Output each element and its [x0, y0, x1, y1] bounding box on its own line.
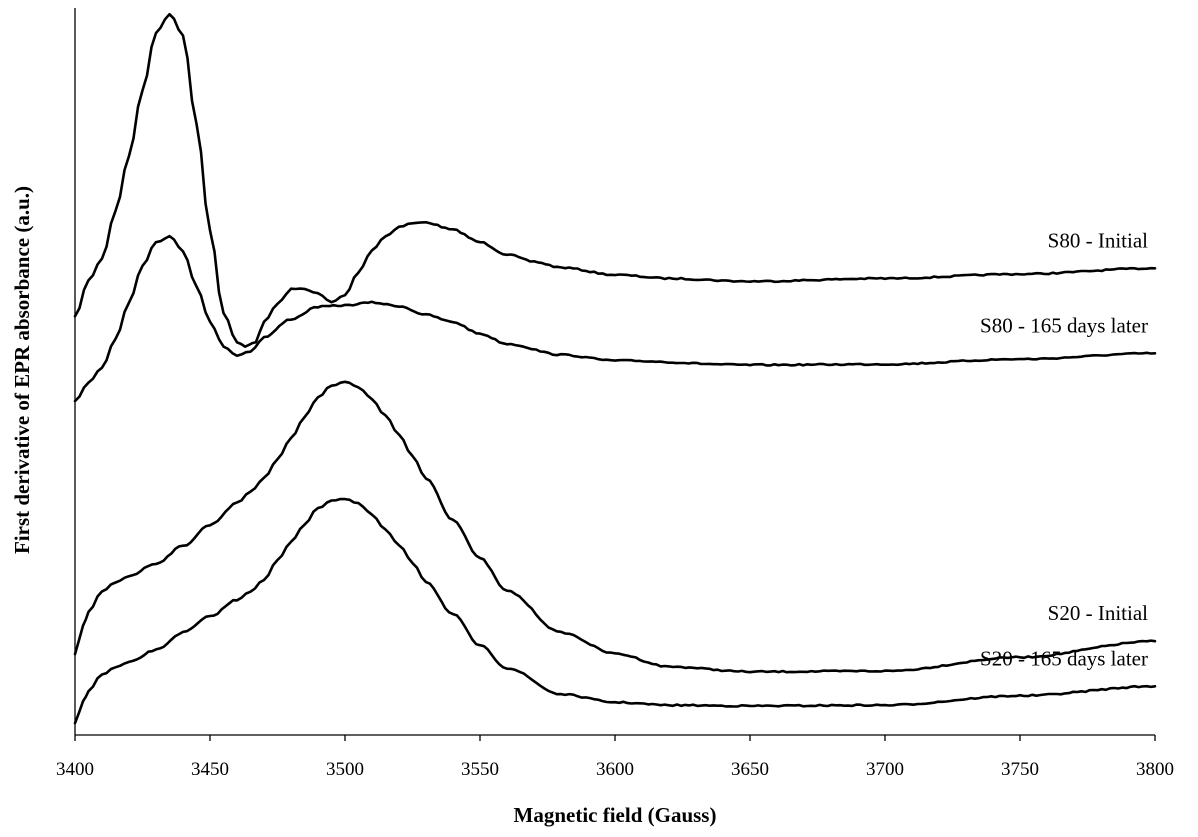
y-axis-title: First derivative of EPR absorbance (a.u.…	[10, 186, 34, 554]
x-tick-label: 3550	[461, 759, 499, 780]
series-label-3: S20 - Initial	[1048, 601, 1148, 625]
plot-lines	[73, 12, 1157, 725]
series-line-4	[73, 497, 1157, 725]
x-tick-label: 3400	[56, 759, 94, 780]
x-tick-label: 3700	[866, 759, 904, 780]
x-axis-title: Magnetic field (Gauss)	[514, 803, 717, 827]
series-labels: S80 - Initial S80 - 165 days later S20 - I…	[980, 228, 1148, 670]
series-line-2	[73, 234, 1157, 403]
x-tick-label: 3650	[731, 759, 769, 780]
x-axis-ticks: 3400 3450 3500 3550 3600 3650 3700 3750 3800	[56, 735, 1174, 780]
series-label-4: S20 - 165 days later	[980, 646, 1148, 670]
series-label-2: S80 - 165 days later	[980, 313, 1148, 337]
x-tick-label: 3600	[596, 759, 634, 780]
x-tick-label: 3800	[1136, 759, 1174, 780]
x-tick-label: 3500	[326, 759, 364, 780]
x-tick-label: 3750	[1001, 759, 1039, 780]
series-label-1: S80 - Initial	[1048, 228, 1148, 252]
series-line-1	[73, 12, 1157, 349]
series-line-3	[73, 380, 1157, 674]
x-tick-label: 3450	[191, 759, 229, 780]
